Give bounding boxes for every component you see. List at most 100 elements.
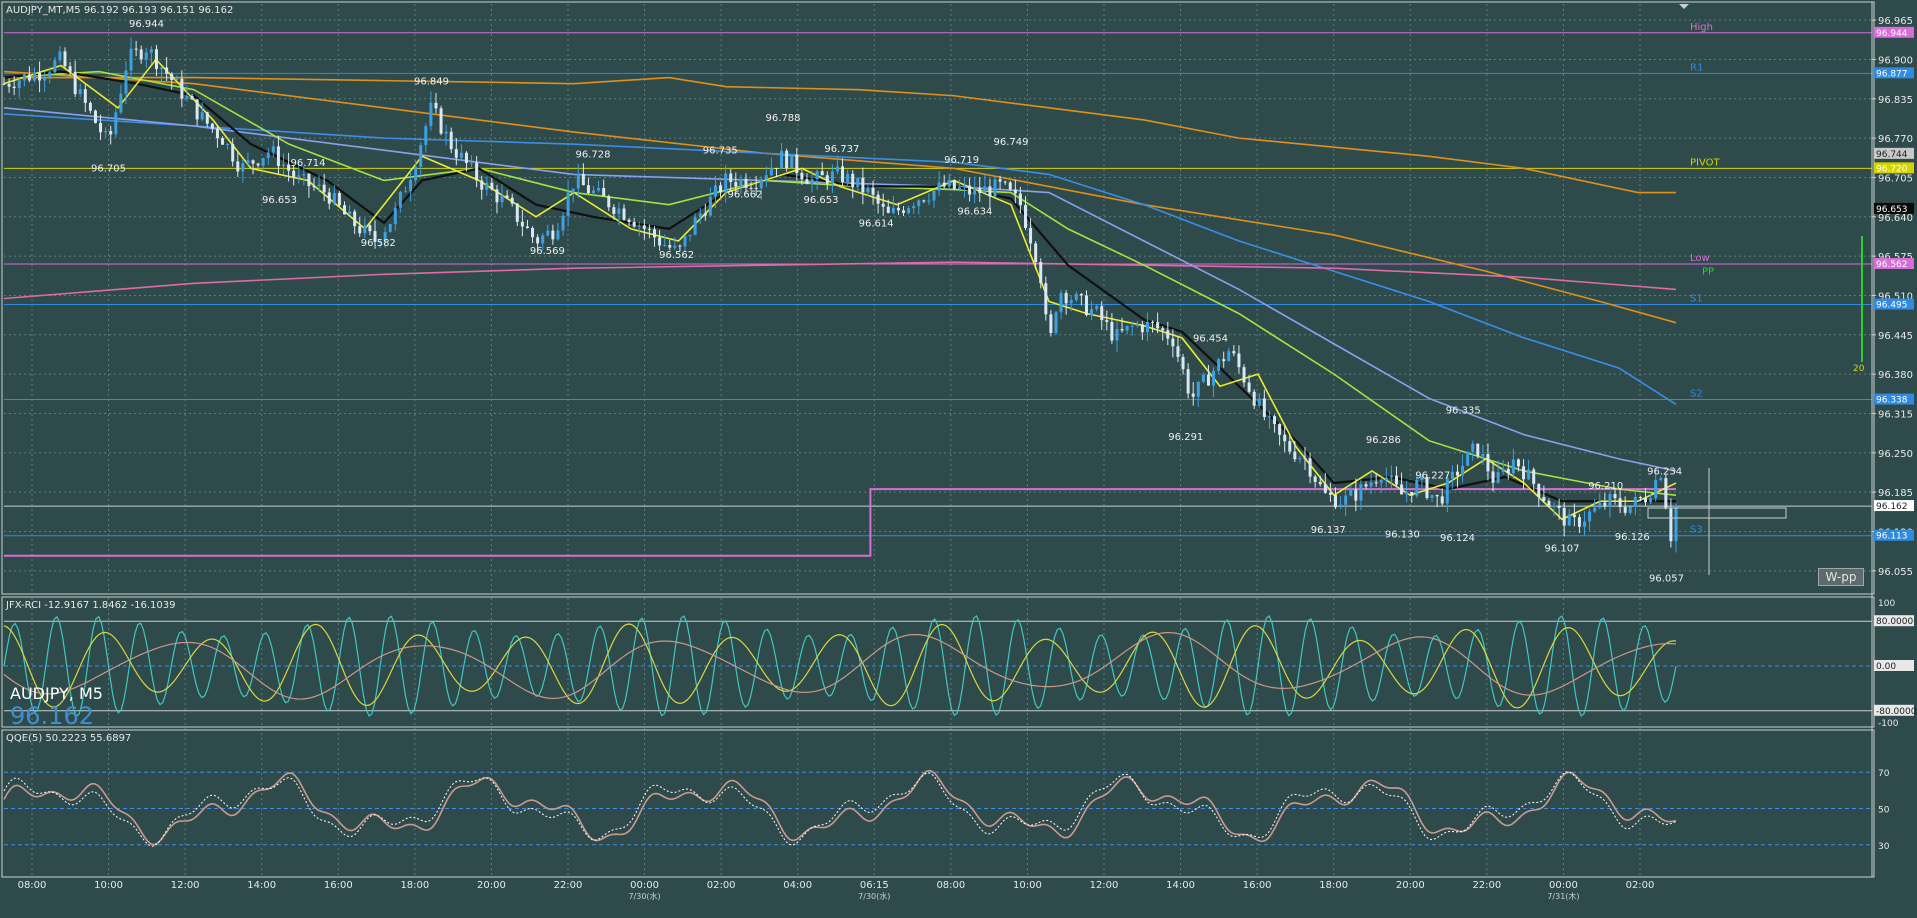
candle-body <box>835 166 839 172</box>
candle-body <box>1501 468 1505 473</box>
candle-body <box>1313 476 1317 482</box>
candle-body <box>810 179 814 185</box>
candle-body <box>1471 443 1475 452</box>
candle-body <box>7 83 11 87</box>
candle-body <box>1491 471 1495 483</box>
candle-body <box>144 52 148 60</box>
candle-body <box>688 234 692 237</box>
candle-body <box>1644 498 1648 503</box>
candle-body <box>983 186 987 194</box>
candle-body <box>1176 346 1180 357</box>
rci-series-fast <box>3 614 1677 718</box>
swing-price-label: 96.569 <box>530 246 565 257</box>
price-tick-label: 96.705 <box>1878 173 1913 184</box>
candle-body <box>734 182 738 187</box>
candle-body <box>302 173 306 176</box>
candle-body <box>896 207 900 211</box>
level-tag-text: 96.877 <box>1876 69 1908 79</box>
candle-body <box>1171 338 1175 347</box>
candle-body <box>876 194 880 204</box>
candle-body <box>312 185 316 187</box>
candle-body <box>1583 521 1587 527</box>
candle-body <box>1196 381 1200 397</box>
level-tag-text: 96.338 <box>1876 396 1908 406</box>
time-tick-label: 16:00 <box>1243 880 1272 891</box>
candle-body <box>1201 374 1205 382</box>
candle-body <box>1588 511 1592 522</box>
candle-body <box>236 161 240 172</box>
candle-body <box>988 186 992 197</box>
date-label: 7/31(木) <box>1547 891 1579 901</box>
candle-body <box>805 179 809 185</box>
candle-body <box>1018 193 1022 206</box>
rci-lines <box>3 614 1677 718</box>
candle-body <box>658 237 662 246</box>
candle-body <box>221 138 225 145</box>
candle-body <box>22 74 26 81</box>
candle-body <box>1029 227 1033 244</box>
main-panel-border <box>1 1 1875 595</box>
swing-price-label: 96.719 <box>944 155 979 166</box>
swing-price-label: 96.749 <box>994 137 1029 148</box>
candle-body <box>729 173 733 183</box>
candle-body <box>698 213 702 218</box>
main-grid <box>4 4 1872 876</box>
candle-body <box>1084 295 1088 316</box>
candle-body <box>510 197 514 204</box>
candle-body <box>993 179 997 197</box>
rci-level-tag-bg <box>1874 704 1914 716</box>
w-pp-button[interactable]: W-pp <box>1818 568 1864 586</box>
candle-body <box>403 191 407 193</box>
pp-label: PP <box>1702 266 1714 277</box>
candle-body <box>571 188 575 193</box>
price-tick-label: 96.250 <box>1878 449 1913 460</box>
candle-body <box>1440 496 1444 504</box>
rci-header: JFX-RCI -12.9167 1.8462 -16.1039 <box>5 600 176 611</box>
rci-level-tag-bg <box>1874 660 1914 671</box>
candle-body <box>1227 351 1231 362</box>
candle-body <box>520 221 524 227</box>
level-label-s2: S2 <box>1690 389 1703 400</box>
level-tag-bg <box>1874 26 1914 38</box>
candle-body <box>830 171 834 184</box>
candle-body <box>429 102 433 127</box>
candle-body <box>1654 479 1658 499</box>
candle-body <box>1527 469 1531 480</box>
candle-body <box>1603 502 1607 507</box>
candles <box>2 37 1678 553</box>
candle-body <box>175 78 179 81</box>
level-tag-text: 96.562 <box>1876 260 1908 270</box>
symbol-overlay: AUDJPY, M5 <box>10 684 103 703</box>
candle-body <box>358 226 362 234</box>
candle-body <box>703 213 707 216</box>
candle-body <box>1100 306 1104 321</box>
candle-body <box>866 187 870 193</box>
price-tick-label: 96.510 <box>1878 291 1913 302</box>
candle-body <box>1628 506 1632 513</box>
candle-body <box>795 154 799 173</box>
candle-body <box>617 208 621 214</box>
candle-body <box>912 206 916 209</box>
swing-price-label: 96.662 <box>728 189 763 200</box>
level-tag-text: 96.720 <box>1876 164 1908 174</box>
candle-body <box>1003 181 1007 183</box>
ma-line-orange-long <box>4 76 1676 194</box>
candle-body <box>1664 478 1668 509</box>
candle-body <box>846 173 850 182</box>
candle-body <box>978 187 982 194</box>
candle-body <box>1567 514 1571 526</box>
swing-price-label: 96.126 <box>1615 532 1650 543</box>
candle-body <box>1334 494 1338 508</box>
candle-body <box>774 168 778 170</box>
candle-body <box>886 206 890 213</box>
time-tick-label: 00:00 <box>1549 880 1578 891</box>
candle-body <box>790 154 794 169</box>
time-tick-label: 22:00 <box>1472 880 1501 891</box>
candle-body <box>180 78 184 99</box>
candle-body <box>480 180 484 190</box>
candle-body <box>200 112 204 120</box>
candle-body <box>1120 329 1124 331</box>
candle-body <box>215 128 219 139</box>
swing-price-label: 96.705 <box>91 163 126 174</box>
